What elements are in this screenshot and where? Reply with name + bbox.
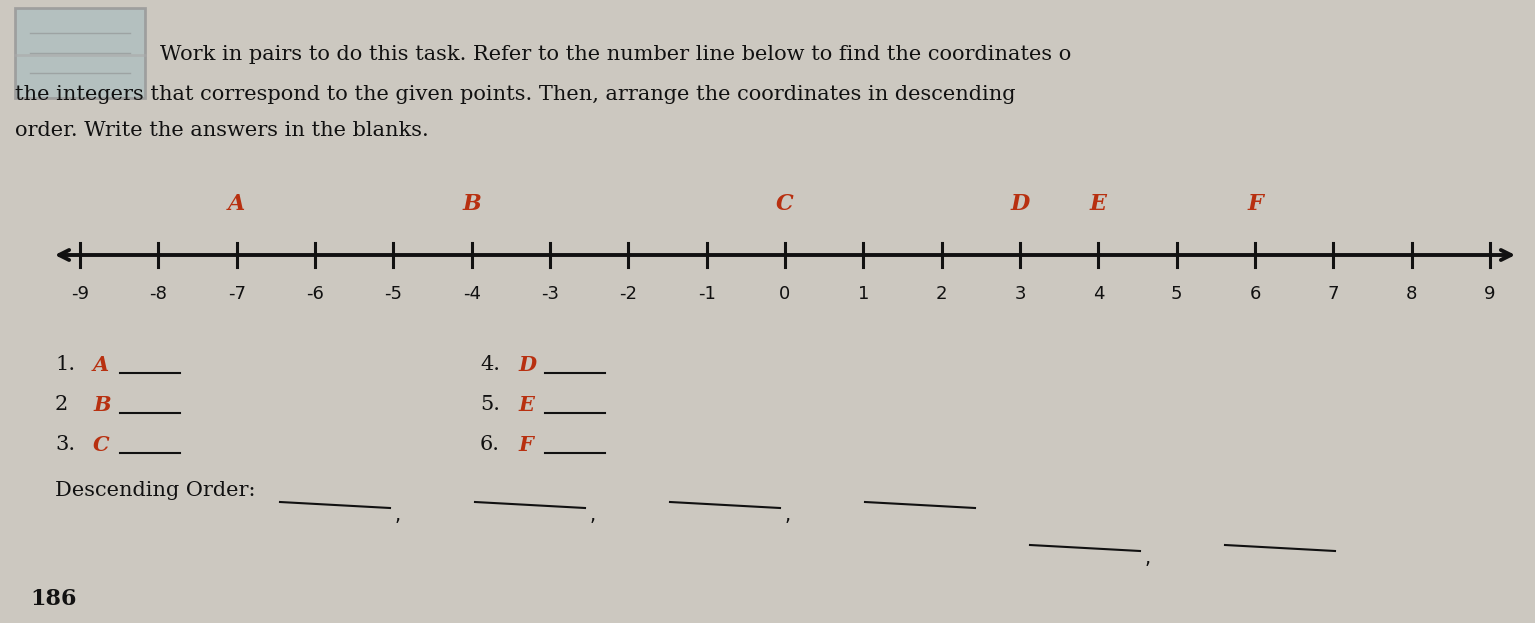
Text: C: C xyxy=(94,435,109,455)
Text: F: F xyxy=(1246,193,1263,215)
Text: order. Write the answers in the blanks.: order. Write the answers in the blanks. xyxy=(15,120,428,140)
Text: 4: 4 xyxy=(1093,285,1104,303)
Text: 1: 1 xyxy=(858,285,869,303)
Text: Descending Order:: Descending Order: xyxy=(55,480,255,500)
Text: 7: 7 xyxy=(1328,285,1339,303)
Text: -5: -5 xyxy=(384,285,402,303)
Text: Work in pairs to do this task. Refer to the number line below to find the coordi: Work in pairs to do this task. Refer to … xyxy=(160,45,1071,65)
Text: 3.: 3. xyxy=(55,435,75,455)
Text: -2: -2 xyxy=(619,285,637,303)
Text: ,: , xyxy=(589,506,596,525)
Text: 6.: 6. xyxy=(480,435,500,455)
Text: 9: 9 xyxy=(1484,285,1495,303)
Bar xyxy=(15,8,144,98)
Text: 2: 2 xyxy=(55,396,68,414)
Text: 6: 6 xyxy=(1249,285,1260,303)
Text: A: A xyxy=(229,193,246,215)
Text: -1: -1 xyxy=(698,285,715,303)
Text: 0: 0 xyxy=(780,285,791,303)
Text: 5: 5 xyxy=(1171,285,1182,303)
Text: E: E xyxy=(1090,193,1107,215)
Text: D: D xyxy=(517,355,536,375)
Text: F: F xyxy=(517,435,533,455)
Text: B: B xyxy=(462,193,480,215)
Text: -8: -8 xyxy=(149,285,167,303)
Text: 3: 3 xyxy=(1015,285,1025,303)
Text: 4.: 4. xyxy=(480,356,500,374)
Text: the integers that correspond to the given points. Then, arrange the coordinates : the integers that correspond to the give… xyxy=(15,85,1016,105)
Text: 2: 2 xyxy=(936,285,947,303)
Text: C: C xyxy=(777,193,794,215)
Text: -6: -6 xyxy=(305,285,324,303)
Text: E: E xyxy=(517,395,534,415)
Text: -9: -9 xyxy=(71,285,89,303)
Text: ,: , xyxy=(1145,549,1151,568)
Text: ,: , xyxy=(784,506,791,525)
Text: D: D xyxy=(1010,193,1030,215)
Text: -7: -7 xyxy=(227,285,246,303)
Text: 1.: 1. xyxy=(55,356,75,374)
Text: -4: -4 xyxy=(462,285,480,303)
Text: A: A xyxy=(94,355,109,375)
Text: 8: 8 xyxy=(1406,285,1417,303)
Text: B: B xyxy=(94,395,111,415)
Text: ,: , xyxy=(394,506,401,525)
Text: 5.: 5. xyxy=(480,396,500,414)
Text: 186: 186 xyxy=(31,588,77,610)
Text: -3: -3 xyxy=(540,285,559,303)
